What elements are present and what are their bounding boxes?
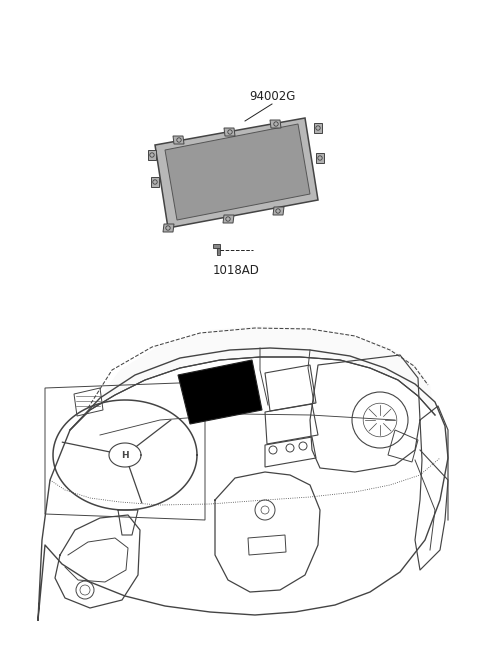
- Polygon shape: [217, 248, 220, 255]
- Polygon shape: [90, 326, 435, 415]
- Polygon shape: [148, 150, 156, 160]
- Text: 1018AD: 1018AD: [213, 264, 259, 277]
- Polygon shape: [314, 123, 322, 133]
- Polygon shape: [224, 128, 235, 136]
- Polygon shape: [273, 207, 284, 215]
- Polygon shape: [151, 177, 159, 187]
- Polygon shape: [163, 224, 174, 232]
- Text: H: H: [121, 451, 129, 459]
- Polygon shape: [316, 153, 324, 163]
- Polygon shape: [155, 118, 318, 228]
- Polygon shape: [223, 215, 234, 223]
- Polygon shape: [173, 136, 184, 144]
- Polygon shape: [165, 124, 310, 220]
- Text: 94002G: 94002G: [249, 90, 295, 103]
- Polygon shape: [178, 360, 262, 424]
- Polygon shape: [213, 244, 220, 248]
- Polygon shape: [270, 120, 281, 128]
